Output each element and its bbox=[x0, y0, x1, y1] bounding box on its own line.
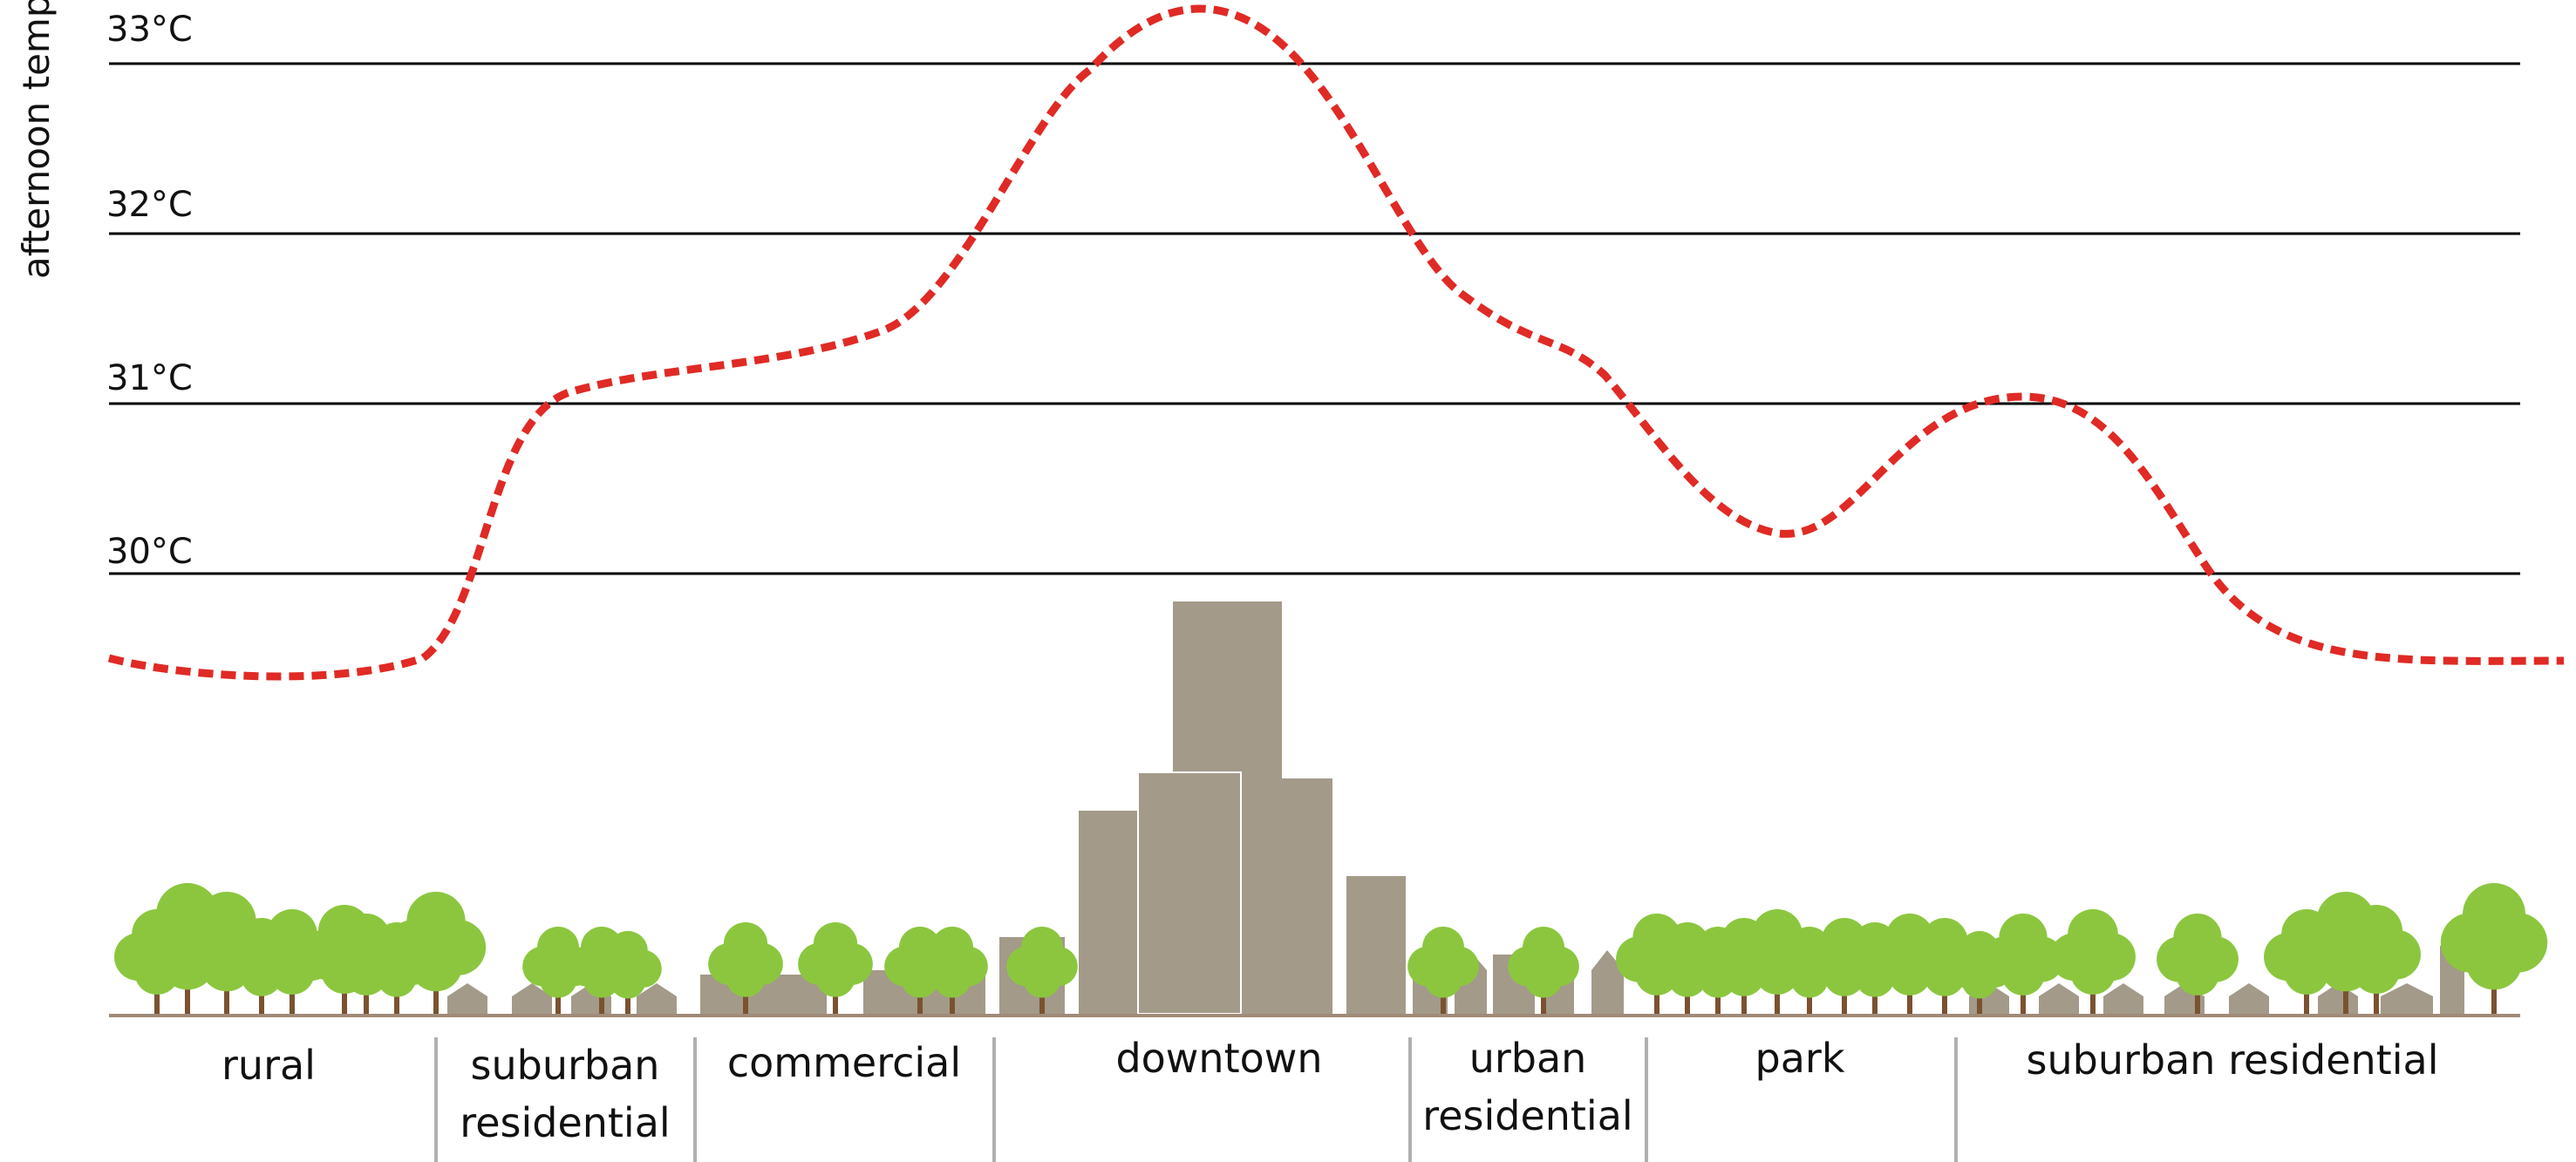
zone-label-commercial: commercial bbox=[727, 1039, 961, 1086]
zone-label-suburban-left-line2: residential bbox=[460, 1099, 670, 1146]
zone-label-urban-line1: urban bbox=[1469, 1035, 1587, 1082]
tree bbox=[2440, 883, 2548, 1014]
tick-label-30c: 30°C bbox=[106, 532, 193, 572]
tree bbox=[798, 922, 873, 1014]
temperature-tick-labels: 33°C 32°C 31°C 30°C bbox=[106, 10, 193, 572]
tree bbox=[708, 922, 783, 1014]
trees bbox=[114, 883, 2548, 1014]
tree bbox=[385, 892, 487, 1014]
house bbox=[2229, 983, 2269, 1014]
tick-label-32c: 32°C bbox=[106, 185, 193, 225]
tick-label-31c: 31°C bbox=[106, 358, 193, 398]
tree-foliage bbox=[933, 960, 971, 998]
tree bbox=[2050, 909, 2136, 1014]
tree-foliage bbox=[2070, 949, 2116, 995]
downtown-building bbox=[1079, 811, 1138, 1014]
tick-label-33c: 33°C bbox=[106, 10, 193, 50]
tree-foliage bbox=[2176, 952, 2219, 996]
tree-foliage bbox=[1424, 960, 1462, 998]
tree bbox=[1982, 914, 2064, 1014]
zone-label-rural: rural bbox=[221, 1042, 316, 1089]
downtown-building bbox=[1282, 778, 1332, 1014]
house bbox=[512, 983, 552, 1014]
tree-foliage bbox=[815, 957, 855, 997]
tree bbox=[1508, 927, 1579, 1014]
house bbox=[637, 983, 677, 1014]
zone-labels: rural suburban residential commercial do… bbox=[221, 1035, 2438, 1146]
tree bbox=[2157, 914, 2239, 1014]
house bbox=[2381, 983, 2433, 1014]
tree-foliage bbox=[2001, 952, 2045, 996]
urban-building bbox=[1591, 950, 1624, 1014]
zone-label-suburban-right: suburban residential bbox=[2027, 1036, 2439, 1084]
zone-label-urban-line2: residential bbox=[1422, 1092, 1632, 1139]
tree-foliage bbox=[2465, 933, 2523, 990]
tree bbox=[594, 931, 662, 1014]
tree-foliage bbox=[409, 938, 463, 992]
zone-label-suburban-left-line1: suburban bbox=[471, 1042, 660, 1089]
temperature-curve bbox=[107, 4, 2565, 681]
tree-foliage bbox=[726, 957, 766, 997]
zone-label-park: park bbox=[1755, 1035, 1845, 1082]
tree bbox=[1006, 927, 1078, 1014]
tree-foliage bbox=[2353, 947, 2400, 994]
tree bbox=[917, 927, 988, 1014]
temperature-gridlines bbox=[109, 62, 2520, 575]
y-axis-label: afternoon temperature bbox=[15, 0, 58, 279]
downtown-building bbox=[1137, 771, 1242, 1015]
tree-foliage bbox=[1023, 960, 1061, 998]
tree-foliage bbox=[610, 962, 646, 999]
tree-foliage bbox=[1524, 960, 1563, 998]
downtown-building bbox=[1346, 876, 1406, 1014]
house bbox=[447, 983, 487, 1014]
house bbox=[2103, 983, 2143, 1014]
tree bbox=[1407, 927, 1479, 1014]
zone-dividers bbox=[434, 1037, 1958, 1162]
house bbox=[2039, 983, 2079, 1014]
zone-label-downtown: downtown bbox=[1115, 1035, 1322, 1082]
tree bbox=[2332, 905, 2421, 1014]
buildings bbox=[447, 601, 2464, 1015]
